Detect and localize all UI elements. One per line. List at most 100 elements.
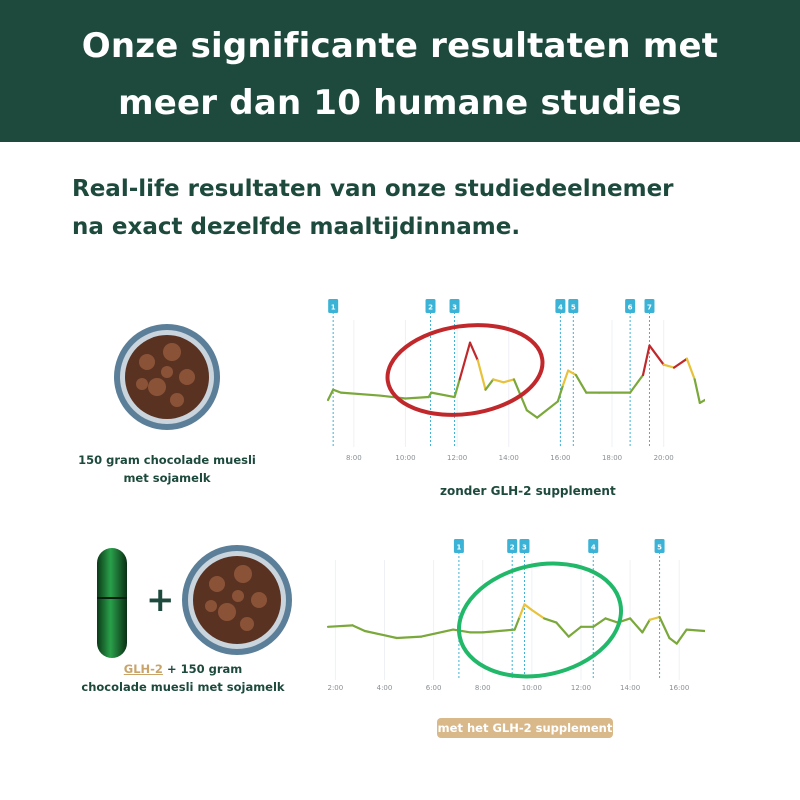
- event-marker-label: 4: [558, 304, 563, 312]
- event-marker-badge: [507, 539, 518, 553]
- event-marker-label: 2: [510, 544, 515, 552]
- x-tick-label: 16:00: [669, 684, 689, 692]
- glucose-line-segment: [641, 618, 651, 634]
- glucose-line-segment: [698, 398, 705, 405]
- glucose-line-segment: [339, 391, 381, 397]
- glucose-line-segment: [658, 615, 671, 640]
- capsule-image: [97, 548, 127, 658]
- subtitle-line-2: na exact dezelfde maaltijdinname.: [72, 214, 521, 240]
- glucose-line-segment: [430, 391, 456, 399]
- x-tick-label: 18:00: [602, 454, 622, 462]
- glucose-line-segment: [648, 344, 665, 366]
- glucose-line-segment: [592, 617, 607, 628]
- event-marker-badge: [588, 539, 599, 553]
- subtitle-line-1: Real-life resultaten van onze studiedeel…: [72, 176, 674, 202]
- glucose-line-segment: [641, 344, 651, 377]
- event-marker-badge: [568, 299, 579, 313]
- glucose-line-segment: [574, 373, 588, 394]
- x-tick-label: 8:00: [346, 454, 362, 462]
- muesli-bowl-image: [114, 324, 220, 430]
- glucose-line-segment: [672, 357, 689, 369]
- x-tick-label: 6:00: [426, 684, 442, 692]
- event-marker-badge: [328, 299, 339, 313]
- glucose-line-segment: [530, 608, 546, 620]
- event-marker-label: 3: [452, 304, 457, 312]
- x-tick-label: 10:00: [395, 454, 415, 462]
- glucose-line-segment: [404, 395, 430, 400]
- glucose-line-segment: [481, 628, 516, 634]
- glucose-line-segment: [525, 409, 539, 419]
- subtitle: Real-life resultaten van onze studiedeel…: [72, 170, 674, 246]
- header-banner: Onze significante resultaten met meer da…: [0, 0, 800, 142]
- x-tick-label: 16:00: [550, 454, 570, 462]
- glucose-line-segment: [567, 369, 577, 377]
- highlight-circle: [456, 561, 624, 679]
- glucose-line-segment: [476, 359, 487, 391]
- chart-without-label: zonder GLH-2 supplement: [440, 484, 616, 498]
- meal2-caption-line1: + 150 gram: [166, 662, 243, 676]
- meal2-caption-line2: chocolade muesli met sojamelk: [81, 680, 285, 694]
- glucose-line-segment: [556, 384, 565, 403]
- glucose-line-segment: [326, 624, 354, 628]
- glucose-line-segment: [693, 378, 701, 405]
- glucose-line-segment: [452, 628, 472, 634]
- event-marker-label: 7: [647, 304, 652, 312]
- event-marker-label: 3: [522, 544, 527, 552]
- event-marker-label: 1: [331, 304, 336, 312]
- glucose-line-segment: [662, 363, 676, 369]
- x-tick-label: 4:00: [377, 684, 393, 692]
- glucose-line-segment: [363, 629, 398, 640]
- glucose-line-segment: [518, 603, 526, 619]
- glucose-line-segment: [395, 635, 423, 640]
- glucose-line-segment: [629, 373, 645, 394]
- event-marker-badge: [425, 299, 436, 313]
- event-marker-badge: [453, 539, 464, 553]
- glucose-line-segment: [332, 388, 343, 394]
- x-tick-label: 10:00: [522, 684, 542, 692]
- event-marker-label: 5: [571, 304, 576, 312]
- glucose-line-segment: [675, 628, 688, 645]
- glucose-line-segment: [351, 624, 366, 633]
- event-marker-badge: [625, 299, 636, 313]
- meal2-caption: GLH-2 + 150 gram chocolade muesli met so…: [63, 660, 303, 696]
- x-tick-label: 20:00: [654, 454, 674, 462]
- glucose-line-segment: [567, 625, 583, 638]
- glucose-line-segment: [543, 617, 558, 624]
- chart-without-supplement: 8:00 10:00 12:00 14:00 16:00 18:00 20:00 1 2 3 4 5 6…: [326, 299, 705, 462]
- x-tick-label: 14:00: [499, 454, 519, 462]
- glucose-line-segment: [492, 378, 505, 384]
- glucose-line-segment: [458, 341, 472, 381]
- event-marker-badge: [449, 299, 460, 313]
- highlight-circle: [385, 323, 545, 417]
- x-tick-label: 8:00: [475, 684, 491, 692]
- glucose-line-segment: [513, 615, 521, 631]
- event-marker-label: 5: [657, 544, 662, 552]
- x-tick-label: 2:00: [328, 684, 344, 692]
- glucose-line-segment: [668, 636, 678, 645]
- event-marker-badge: [644, 299, 655, 313]
- glucose-line-segment: [468, 341, 479, 362]
- glucose-line-segment: [536, 400, 559, 419]
- glucose-line-segment: [648, 615, 661, 621]
- title-line-2: meer dan 10 humane studies: [118, 83, 682, 123]
- glucose-line-segment: [604, 617, 619, 624]
- plus-sign: +: [146, 580, 175, 620]
- glucose-line-segment: [453, 378, 461, 399]
- event-marker-label: 2: [428, 304, 433, 312]
- event-marker-label: 1: [456, 544, 461, 552]
- x-tick-label: 12:00: [447, 454, 467, 462]
- glucose-line-segment: [378, 394, 407, 400]
- glucose-line-segment: [484, 378, 495, 391]
- meal1-caption-line1: 150 gram chocolade muesli: [78, 453, 256, 467]
- x-tick-label: 12:00: [571, 684, 591, 692]
- chart-with-label-badge: met het GLH-2 supplement: [437, 718, 613, 738]
- glucose-line-segment: [420, 628, 455, 638]
- glucose-line-segment: [555, 621, 570, 638]
- glh2-link[interactable]: GLH-2: [123, 662, 163, 676]
- meal1-caption-line2: met sojamelk: [123, 471, 211, 485]
- event-marker-badge: [654, 539, 665, 553]
- chart-with-supplement: 2:00 4:00 6:00 8:00 10:00 12:00 14:00 16:00 1 2 3 4…: [326, 539, 705, 692]
- title-line-1: Onze significante resultaten met: [81, 26, 719, 66]
- event-marker-badge: [519, 539, 530, 553]
- glucose-line-segment: [628, 617, 644, 634]
